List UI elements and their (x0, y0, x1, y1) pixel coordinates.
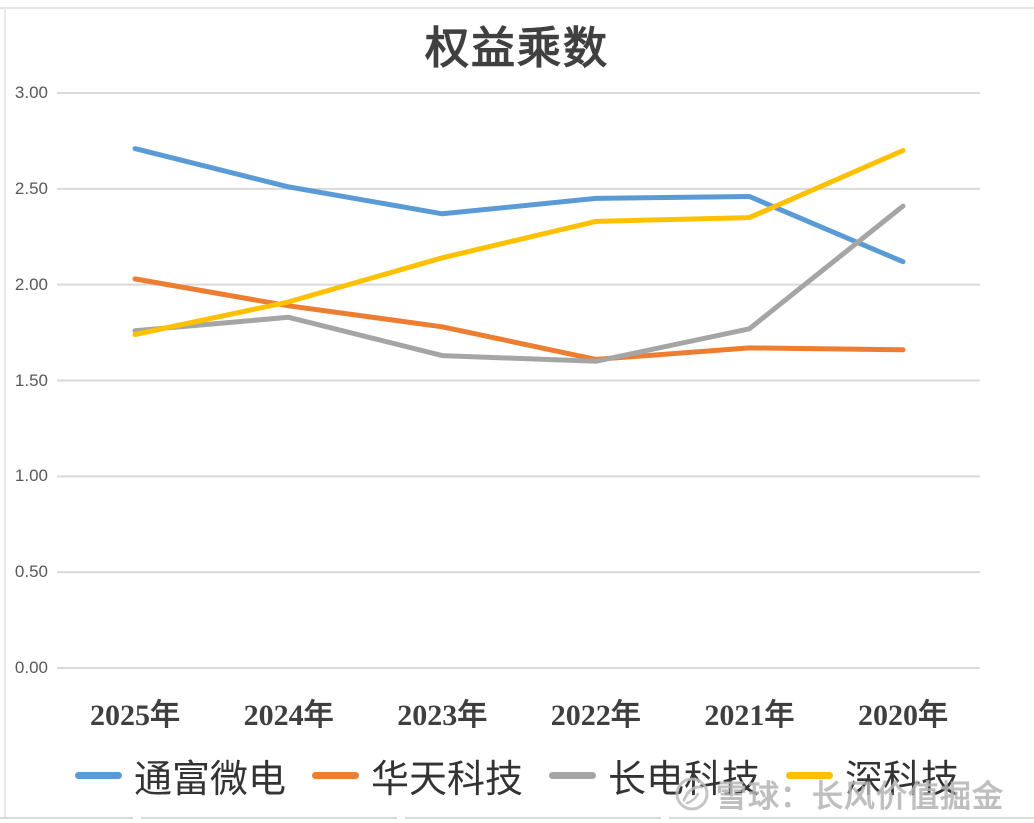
legend-label: 通富微电 (133, 759, 286, 801)
legend-item-3: 深科技 (786, 748, 959, 803)
y-tick-label: 1.00 (14, 466, 48, 486)
x-category-label: 2022年 (550, 699, 641, 732)
x-category-label: 2024年 (243, 699, 334, 732)
legend: 通富微电 华天科技 长电科技 深科技 (0, 748, 1034, 803)
legend-label: 华天科技 (370, 759, 523, 801)
legend-label: 长电科技 (608, 759, 761, 801)
y-tick-label: 0.00 (14, 658, 48, 677)
y-tick-label: 0.50 (14, 562, 48, 582)
chart-frame-top-border (0, 7, 1034, 9)
series-line-0 (132, 146, 906, 265)
chart-frame-left-border (4, 7, 6, 817)
legend-label: 深科技 (845, 759, 960, 801)
legend-item-2: 长电科技 (549, 748, 760, 803)
legend-item-1: 华天科技 (311, 748, 523, 803)
series-line-2 (132, 203, 906, 364)
legend-swatch-icon (74, 772, 122, 779)
chart-title: 权益乘数 (425, 24, 609, 73)
x-category-label: 2025年 (90, 699, 180, 732)
x-category-label: 2021年 (704, 699, 795, 732)
y-tick-label: 3.00 (14, 83, 48, 102)
series-line-3 (132, 148, 906, 337)
x-category-label: 2023年 (397, 699, 488, 732)
bottom-cell-border (0, 817, 1034, 819)
legend-swatch-icon (786, 772, 834, 779)
legend-item-0: 通富微电 (74, 748, 286, 803)
series-line-1 (132, 276, 906, 362)
legend-swatch-icon (549, 772, 596, 779)
x-category-label: 2020年 (858, 699, 948, 732)
y-tick-label: 1.50 (14, 370, 48, 390)
legend-swatch-icon (311, 772, 359, 779)
y-tick-label: 2.50 (14, 178, 48, 198)
y-tick-label: 2.00 (14, 274, 48, 294)
